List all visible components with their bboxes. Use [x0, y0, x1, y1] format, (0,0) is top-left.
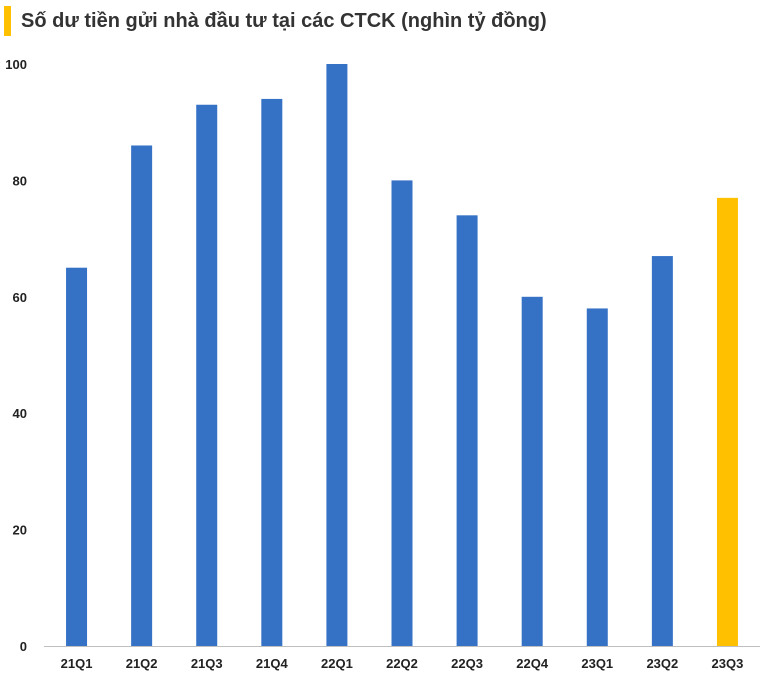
x-tick-label: 22Q1	[321, 656, 353, 671]
x-tick-label: 23Q1	[581, 656, 613, 671]
bar-23Q3	[716, 197, 738, 647]
bar-22Q4	[521, 296, 543, 646]
bar-22Q2	[391, 180, 413, 646]
y-tick-label: 20	[13, 523, 27, 538]
y-tick-label: 100	[5, 57, 27, 72]
y-tick-label: 80	[13, 173, 27, 188]
y-tick-label: 60	[13, 290, 27, 305]
chart-title-block: Số dư tiền gửi nhà đầu tư tại các CTCK (…	[4, 6, 547, 36]
x-tick-label: 23Q3	[712, 656, 744, 671]
x-tick-label: 23Q2	[646, 656, 678, 671]
x-tick-label: 21Q4	[256, 656, 289, 671]
y-tick-label: 40	[13, 406, 27, 421]
bar-22Q1	[326, 64, 348, 646]
x-tick-label: 21Q2	[126, 656, 158, 671]
x-tick-label: 22Q2	[386, 656, 418, 671]
bar-23Q1	[586, 308, 608, 646]
y-tick-label: 0	[20, 639, 27, 654]
title-accent-bar	[4, 6, 11, 36]
bar-21Q1	[66, 267, 88, 646]
x-tick-label: 21Q3	[191, 656, 223, 671]
bar-22Q3	[456, 215, 478, 646]
x-tick-label: 21Q1	[61, 656, 93, 671]
x-tick-label: 22Q3	[451, 656, 483, 671]
bar-21Q3	[196, 104, 218, 647]
bar-23Q2	[651, 256, 673, 646]
chart-title: Số dư tiền gửi nhà đầu tư tại các CTCK (…	[21, 9, 547, 32]
bar-21Q2	[131, 145, 153, 647]
bar-21Q4	[261, 98, 283, 647]
x-tick-label: 22Q4	[516, 656, 549, 671]
